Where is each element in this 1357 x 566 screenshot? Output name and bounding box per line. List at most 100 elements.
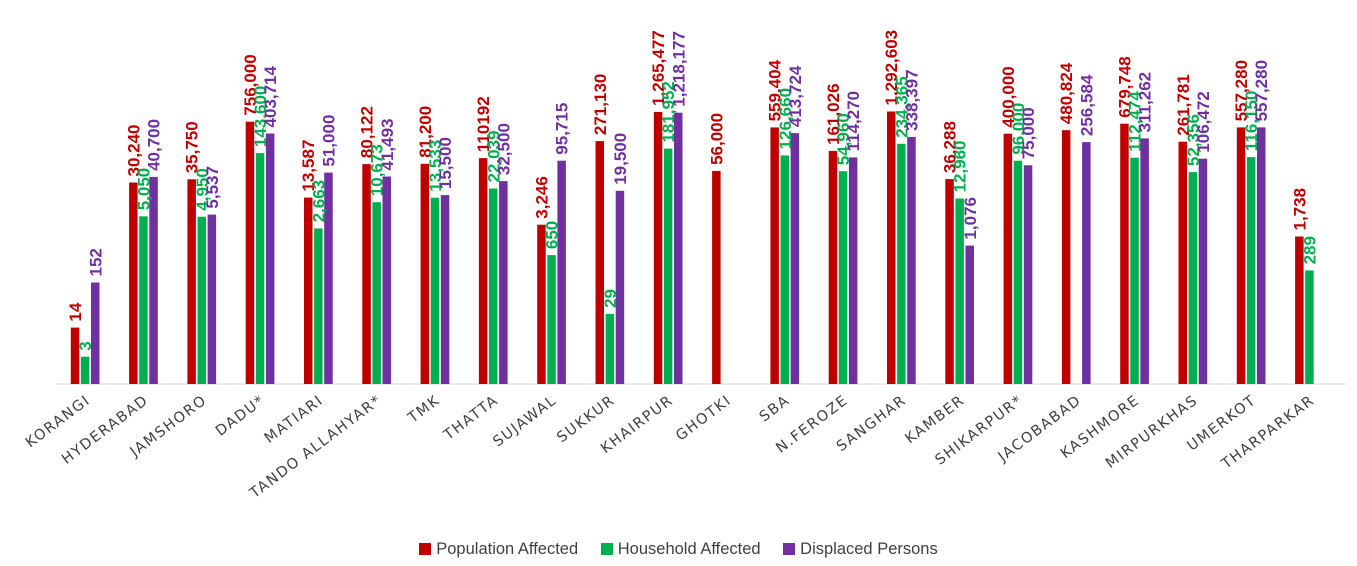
value-label-displaced-persons-jamshoro: 5,537 [203, 166, 222, 209]
bar-population-affected-khairpur [653, 111, 663, 385]
x-tick-label-dadu: DADU* [213, 392, 268, 439]
value-label-household-affected-korangi: 3 [76, 341, 95, 350]
value-label-population-affected-shikarpur: 400,000 [999, 66, 1018, 127]
value-label-household-affected-kashmore: 112,474 [1126, 91, 1145, 152]
value-label-population-affected-kashmore: 679,748 [1116, 56, 1135, 117]
bar-population-affected-kashmore [1120, 123, 1129, 384]
value-label-displaced-persons-tmk: 15,500 [436, 137, 455, 189]
bar-population-affected-jacobabad [1061, 130, 1071, 384]
bar-displaced-persons-sanghar [907, 136, 916, 384]
bar-population-affected-shikarpur [1003, 133, 1013, 384]
value-label-household-affected-tmk: 13,533 [426, 140, 445, 192]
bars-group [70, 111, 1314, 385]
value-label-population-affected-sanghar: 1,292,603 [882, 30, 901, 106]
x-tick-label-tmk: TMK [405, 392, 444, 427]
value-label-household-affected-dadu: 143,600 [251, 86, 270, 147]
value-label-displaced-persons-shikarpur: 75,000 [1019, 107, 1038, 159]
value-label-population-affected-sujawal: 3,246 [532, 176, 551, 219]
legend-item-displaced-persons: Displaced Persons [783, 540, 938, 559]
value-label-population-affected-matiari: 13,587 [299, 140, 318, 192]
value-label-population-affected-kamber: 36,288 [941, 121, 960, 173]
bar-household-affected-tando-allahyar [372, 202, 381, 384]
bar-displaced-persons-tando-allahyar [382, 176, 391, 384]
bar-household-affected-dadu [255, 153, 265, 384]
value-label-displaced-persons-khairpur: 1,218,177 [669, 31, 688, 107]
bar-household-affected-tmk [430, 197, 440, 384]
value-label-population-affected-ghotki: 56,000 [707, 113, 726, 165]
value-label-population-affected-jamshoro: 35,750 [183, 121, 202, 173]
legend-label-displaced-persons: Displaced Persons [800, 540, 938, 558]
bar-household-affected-hyderabad [139, 216, 148, 384]
value-label-household-affected-thatta: 22,039 [484, 131, 503, 183]
value-label-displaced-persons-umerkot: 557,280 [1252, 60, 1271, 121]
value-label-household-affected-shikarpur: 96,000 [1009, 103, 1028, 155]
value-label-displaced-persons-hyderabad: 40,700 [145, 119, 164, 171]
bar-displaced-persons-umerkot [1257, 127, 1266, 385]
value-label-population-affected-tmk: 81,200 [416, 106, 435, 158]
bar-displaced-persons-mirpurkhas [1198, 158, 1208, 384]
value-label-displaced-persons-n-feroze: 114,270 [844, 91, 863, 152]
bar-household-affected-n-feroze [838, 171, 848, 384]
value-label-displaced-persons-sanghar: 338,397 [902, 69, 921, 130]
bar-displaced-persons-khairpur [674, 112, 683, 384]
bar-displaced-persons-n-feroze [848, 157, 858, 384]
legend-label-household-affected: Household Affected [617, 540, 761, 558]
bar-population-affected-dadu [245, 121, 255, 384]
bar-displaced-persons-jamshoro [207, 214, 217, 384]
bar-displaced-persons-kashmore [1140, 138, 1149, 384]
value-label-population-affected-jacobabad: 480,824 [1057, 62, 1076, 124]
value-label-population-affected-tharparkar: 1,738 [1290, 188, 1309, 231]
value-label-population-affected-mirpurkhas: 261,781 [1174, 74, 1193, 135]
bar-household-affected-tharparkar [1305, 270, 1314, 384]
value-label-household-affected-sanghar: 234,365 [892, 76, 911, 137]
value-label-population-affected-dadu: 756,000 [241, 54, 260, 115]
bar-displaced-persons-sba [790, 133, 800, 384]
x-tick-label-sba: SBA [757, 392, 793, 425]
bar-displaced-persons-thatta [499, 181, 508, 384]
value-label-displaced-persons-kashmore: 311,262 [1136, 72, 1155, 133]
value-label-displaced-persons-tando-allahyar: 41,493 [378, 119, 397, 171]
bar-displaced-persons-dadu [265, 133, 275, 384]
bar-displaced-persons-hyderabad [149, 176, 158, 384]
value-label-displaced-persons-matiari: 51,000 [319, 115, 338, 167]
value-label-displaced-persons-sba: 413,724 [786, 65, 805, 127]
value-label-household-affected-sujawal: 650 [543, 221, 562, 249]
bar-household-affected-shikarpur [1013, 160, 1023, 384]
bar-population-affected-sukkur [595, 141, 604, 384]
value-label-population-affected-hyderabad: 30,240 [124, 125, 143, 177]
bar-population-affected-tharparkar [1295, 236, 1304, 384]
x-tick-label-ghotki: GHOTKI [673, 392, 735, 444]
value-label-displaced-persons-sujawal: 95,715 [553, 103, 572, 155]
bar-population-affected-sanghar [887, 111, 896, 384]
bar-household-affected-kamber [955, 198, 964, 384]
value-label-population-affected-thatta: 110192 [474, 96, 493, 152]
value-label-household-affected-hyderabad: 5,050 [134, 168, 153, 211]
value-label-population-affected-n-feroze: 161,026 [824, 83, 843, 144]
bar-household-affected-sujawal [547, 255, 556, 384]
value-label-household-affected-tharparkar: 289 [1301, 236, 1320, 264]
value-label-population-affected-umerkot: 557,280 [1232, 60, 1251, 121]
bar-population-affected-kamber [945, 179, 954, 384]
bar-displaced-persons-shikarpur [1023, 165, 1033, 384]
value-label-household-affected-sukkur: 29 [601, 289, 620, 308]
bar-population-affected-umerkot [1236, 127, 1246, 385]
bar-displaced-persons-sujawal [557, 160, 566, 384]
bar-population-affected-mirpurkhas [1178, 141, 1187, 384]
bar-household-affected-sba [780, 155, 789, 384]
bar-population-affected-n-feroze [828, 150, 838, 384]
value-label-population-affected-tando-allahyar: 80,122 [358, 106, 377, 158]
legend-item-household-affected: Household Affected [600, 540, 761, 559]
bar-population-affected-korangi [70, 327, 80, 384]
bar-household-affected-kashmore [1130, 157, 1139, 384]
bar-population-affected-hyderabad [129, 182, 138, 384]
bar-household-affected-sukkur [605, 313, 615, 384]
bar-household-affected-jamshoro [197, 216, 206, 384]
bar-household-affected-mirpurkhas [1188, 172, 1198, 384]
bar-population-affected-tmk [420, 163, 430, 384]
value-label-displaced-persons-mirpurkhas: 106,472 [1194, 91, 1213, 152]
value-label-population-affected-korangi: 14 [66, 302, 85, 321]
legend: Population Affected Household Affected D… [0, 540, 1357, 559]
bar-displaced-persons-sukkur [615, 190, 625, 384]
legend-swatch-displaced-persons [783, 543, 796, 555]
bar-population-affected-ghotki [712, 170, 721, 384]
